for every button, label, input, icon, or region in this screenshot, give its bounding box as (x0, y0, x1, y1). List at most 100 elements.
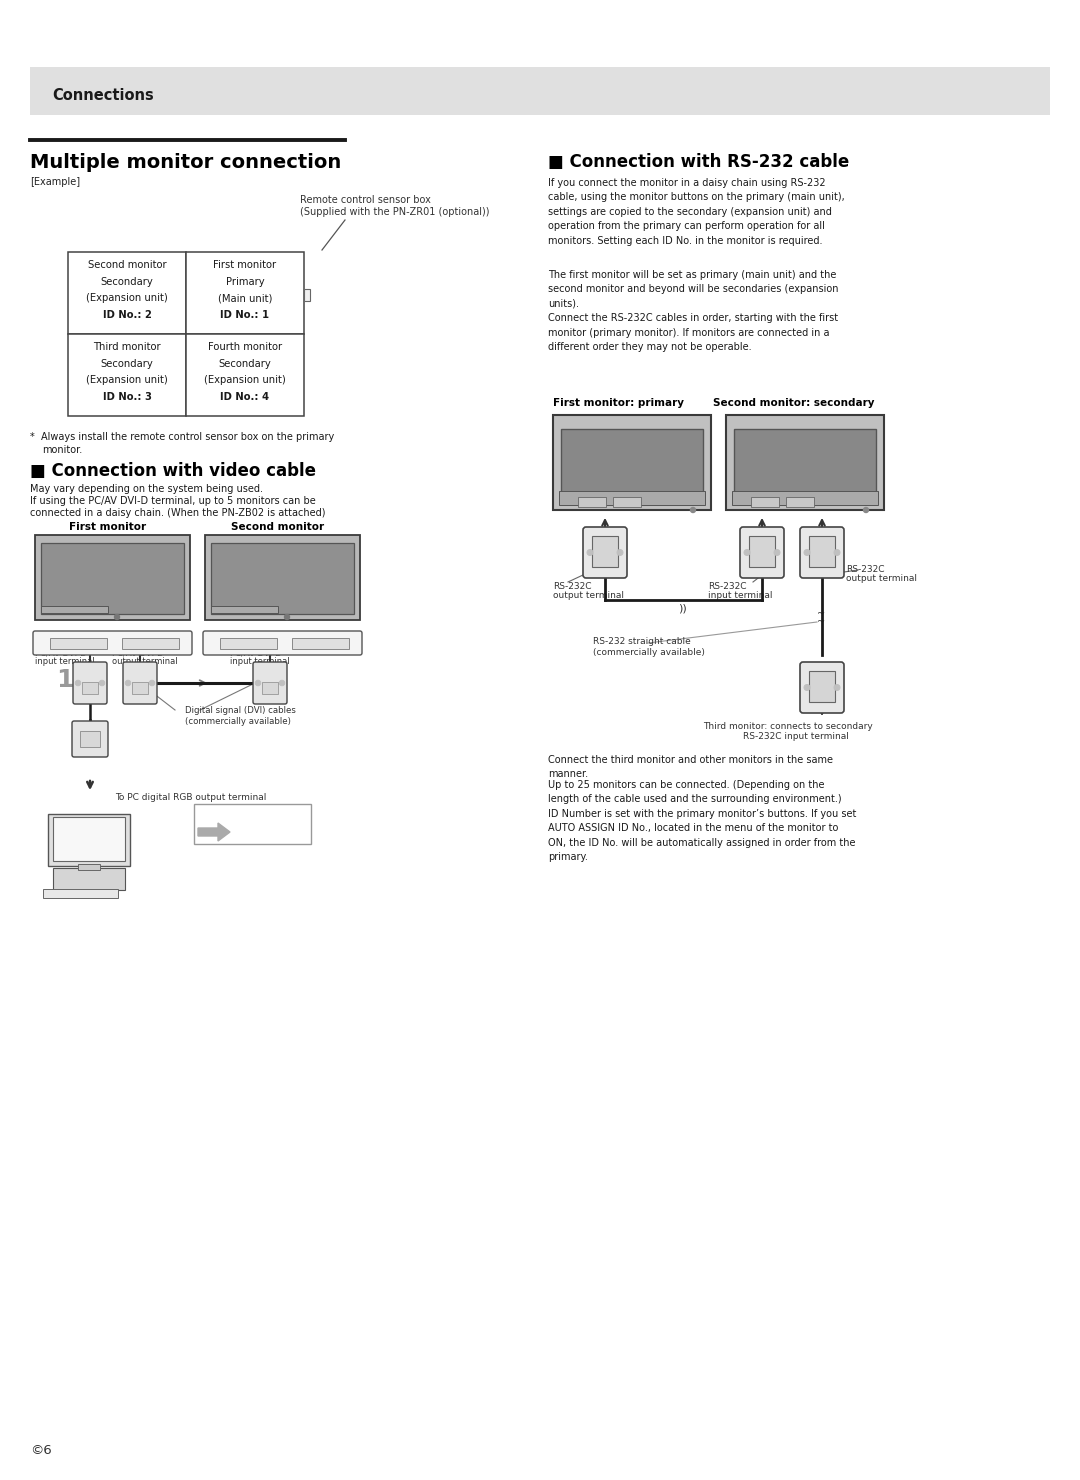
Text: ■ Connection with RS-232 cable: ■ Connection with RS-232 cable (548, 152, 849, 172)
Bar (186, 252, 303, 334)
Text: Third monitor: connects to secondary: Third monitor: connects to secondary (703, 722, 873, 731)
FancyBboxPatch shape (72, 721, 108, 756)
Text: [Example]: [Example] (30, 178, 80, 186)
Bar (262, 682, 278, 694)
Circle shape (804, 549, 810, 555)
Circle shape (690, 508, 696, 512)
Text: output terminal: output terminal (553, 591, 624, 599)
Bar (786, 497, 814, 508)
Circle shape (76, 681, 81, 685)
Bar (559, 491, 705, 505)
Bar (186, 334, 303, 416)
FancyBboxPatch shape (73, 662, 107, 704)
Text: Connect the third monitor and other monitors in the same
manner.: Connect the third monitor and other moni… (548, 755, 833, 778)
Text: (Expansion unit): (Expansion unit) (204, 374, 286, 385)
Text: May vary depending on the system being used.: May vary depending on the system being u… (30, 484, 264, 494)
Circle shape (149, 681, 154, 685)
Text: Connections: Connections (52, 87, 153, 102)
Text: RS-232C input terminal: RS-232C input terminal (743, 733, 849, 741)
Bar (82, 682, 98, 694)
Circle shape (804, 684, 810, 691)
Circle shape (774, 549, 780, 555)
Bar (132, 682, 148, 694)
Bar (211, 543, 354, 614)
Text: PC/AV DVI-D: PC/AV DVI-D (112, 648, 164, 657)
Text: Secondary: Secondary (218, 358, 271, 369)
Text: Primary: Primary (226, 277, 265, 287)
Text: First monitor: First monitor (69, 522, 147, 531)
Text: input terminal: input terminal (230, 657, 289, 666)
Text: ID No.: 2: ID No.: 2 (103, 309, 151, 320)
FancyBboxPatch shape (194, 804, 311, 844)
FancyBboxPatch shape (800, 527, 843, 579)
Bar (205, 534, 360, 620)
Circle shape (280, 681, 285, 685)
Bar (809, 670, 835, 702)
Bar (561, 429, 703, 502)
Bar (553, 414, 711, 511)
Text: *  Always install the remote control sensor box on the primary: * Always install the remote control sens… (30, 432, 334, 443)
FancyBboxPatch shape (123, 662, 157, 704)
Bar (726, 414, 885, 511)
Text: (Expansion unit): (Expansion unit) (86, 374, 167, 385)
Circle shape (588, 549, 593, 555)
Circle shape (744, 549, 750, 555)
Bar (750, 536, 775, 567)
Text: output terminal: output terminal (846, 574, 917, 583)
Circle shape (284, 614, 289, 620)
Circle shape (834, 549, 840, 555)
Text: RS-232 straight cable: RS-232 straight cable (593, 636, 691, 645)
Text: ■ Connection with video cable: ■ Connection with video cable (30, 462, 316, 480)
Text: Secondary: Secondary (100, 358, 153, 369)
Text: PC/AV DVI-D: PC/AV DVI-D (35, 648, 86, 657)
Bar (41, 605, 108, 613)
Text: monitor.: monitor. (42, 445, 82, 454)
Bar (35, 534, 190, 620)
Circle shape (617, 549, 623, 555)
FancyBboxPatch shape (203, 630, 362, 656)
Bar (592, 536, 618, 567)
Text: shows the
signal flow: shows the signal flow (234, 821, 283, 842)
Text: First monitor: First monitor (214, 260, 276, 269)
Text: Up to 25 monitors can be connected. (Depending on the
length of the cable used a: Up to 25 monitors can be connected. (Dep… (548, 780, 856, 861)
Bar (68, 334, 186, 416)
Text: Second monitor: secondary: Second monitor: secondary (713, 398, 875, 408)
FancyBboxPatch shape (800, 662, 843, 713)
Text: The first monitor will be set as primary (main unit) and the
second monitor and : The first monitor will be set as primary… (548, 269, 838, 352)
Bar (220, 638, 276, 650)
Text: Multiple monitor connection: Multiple monitor connection (30, 152, 341, 172)
Bar (41, 543, 184, 614)
Circle shape (255, 681, 260, 685)
Text: (Main unit): (Main unit) (218, 293, 272, 303)
Text: (commercially available): (commercially available) (593, 648, 705, 657)
Text: Third monitor: Third monitor (93, 342, 161, 352)
Bar (53, 867, 125, 889)
FancyBboxPatch shape (253, 662, 287, 704)
Text: Second monitor: Second monitor (87, 260, 166, 269)
Text: To PC digital RGB output terminal: To PC digital RGB output terminal (114, 793, 267, 802)
Bar (43, 889, 118, 898)
Text: ID No.: 4: ID No.: 4 (220, 392, 270, 401)
Bar (50, 638, 107, 650)
Text: If using the PC/AV DVI-D terminal, up to 5 monitors can be: If using the PC/AV DVI-D terminal, up to… (30, 496, 315, 506)
Bar (68, 252, 186, 334)
Bar (30, 67, 1050, 115)
Text: If you connect the monitor in a daisy chain using RS-232
cable, using the monito: If you connect the monitor in a daisy ch… (548, 178, 845, 246)
Polygon shape (198, 823, 230, 841)
Text: Secondary: Secondary (100, 277, 153, 287)
Text: )): )) (678, 602, 687, 613)
FancyBboxPatch shape (740, 527, 784, 579)
Text: PC/AV DVI-D: PC/AV DVI-D (230, 648, 282, 657)
Text: Second monitor: Second monitor (231, 522, 325, 531)
Bar (80, 731, 100, 747)
Bar (303, 289, 310, 300)
Text: ~
~: ~ ~ (816, 608, 825, 628)
Text: ID No.: 1: ID No.: 1 (220, 309, 270, 320)
Bar (809, 536, 835, 567)
Text: ID No.: 3: ID No.: 3 (103, 392, 151, 401)
Text: (Expansion unit): (Expansion unit) (86, 293, 167, 303)
Bar (78, 864, 100, 870)
Bar (53, 817, 125, 861)
Bar (211, 605, 278, 613)
Circle shape (114, 614, 120, 620)
